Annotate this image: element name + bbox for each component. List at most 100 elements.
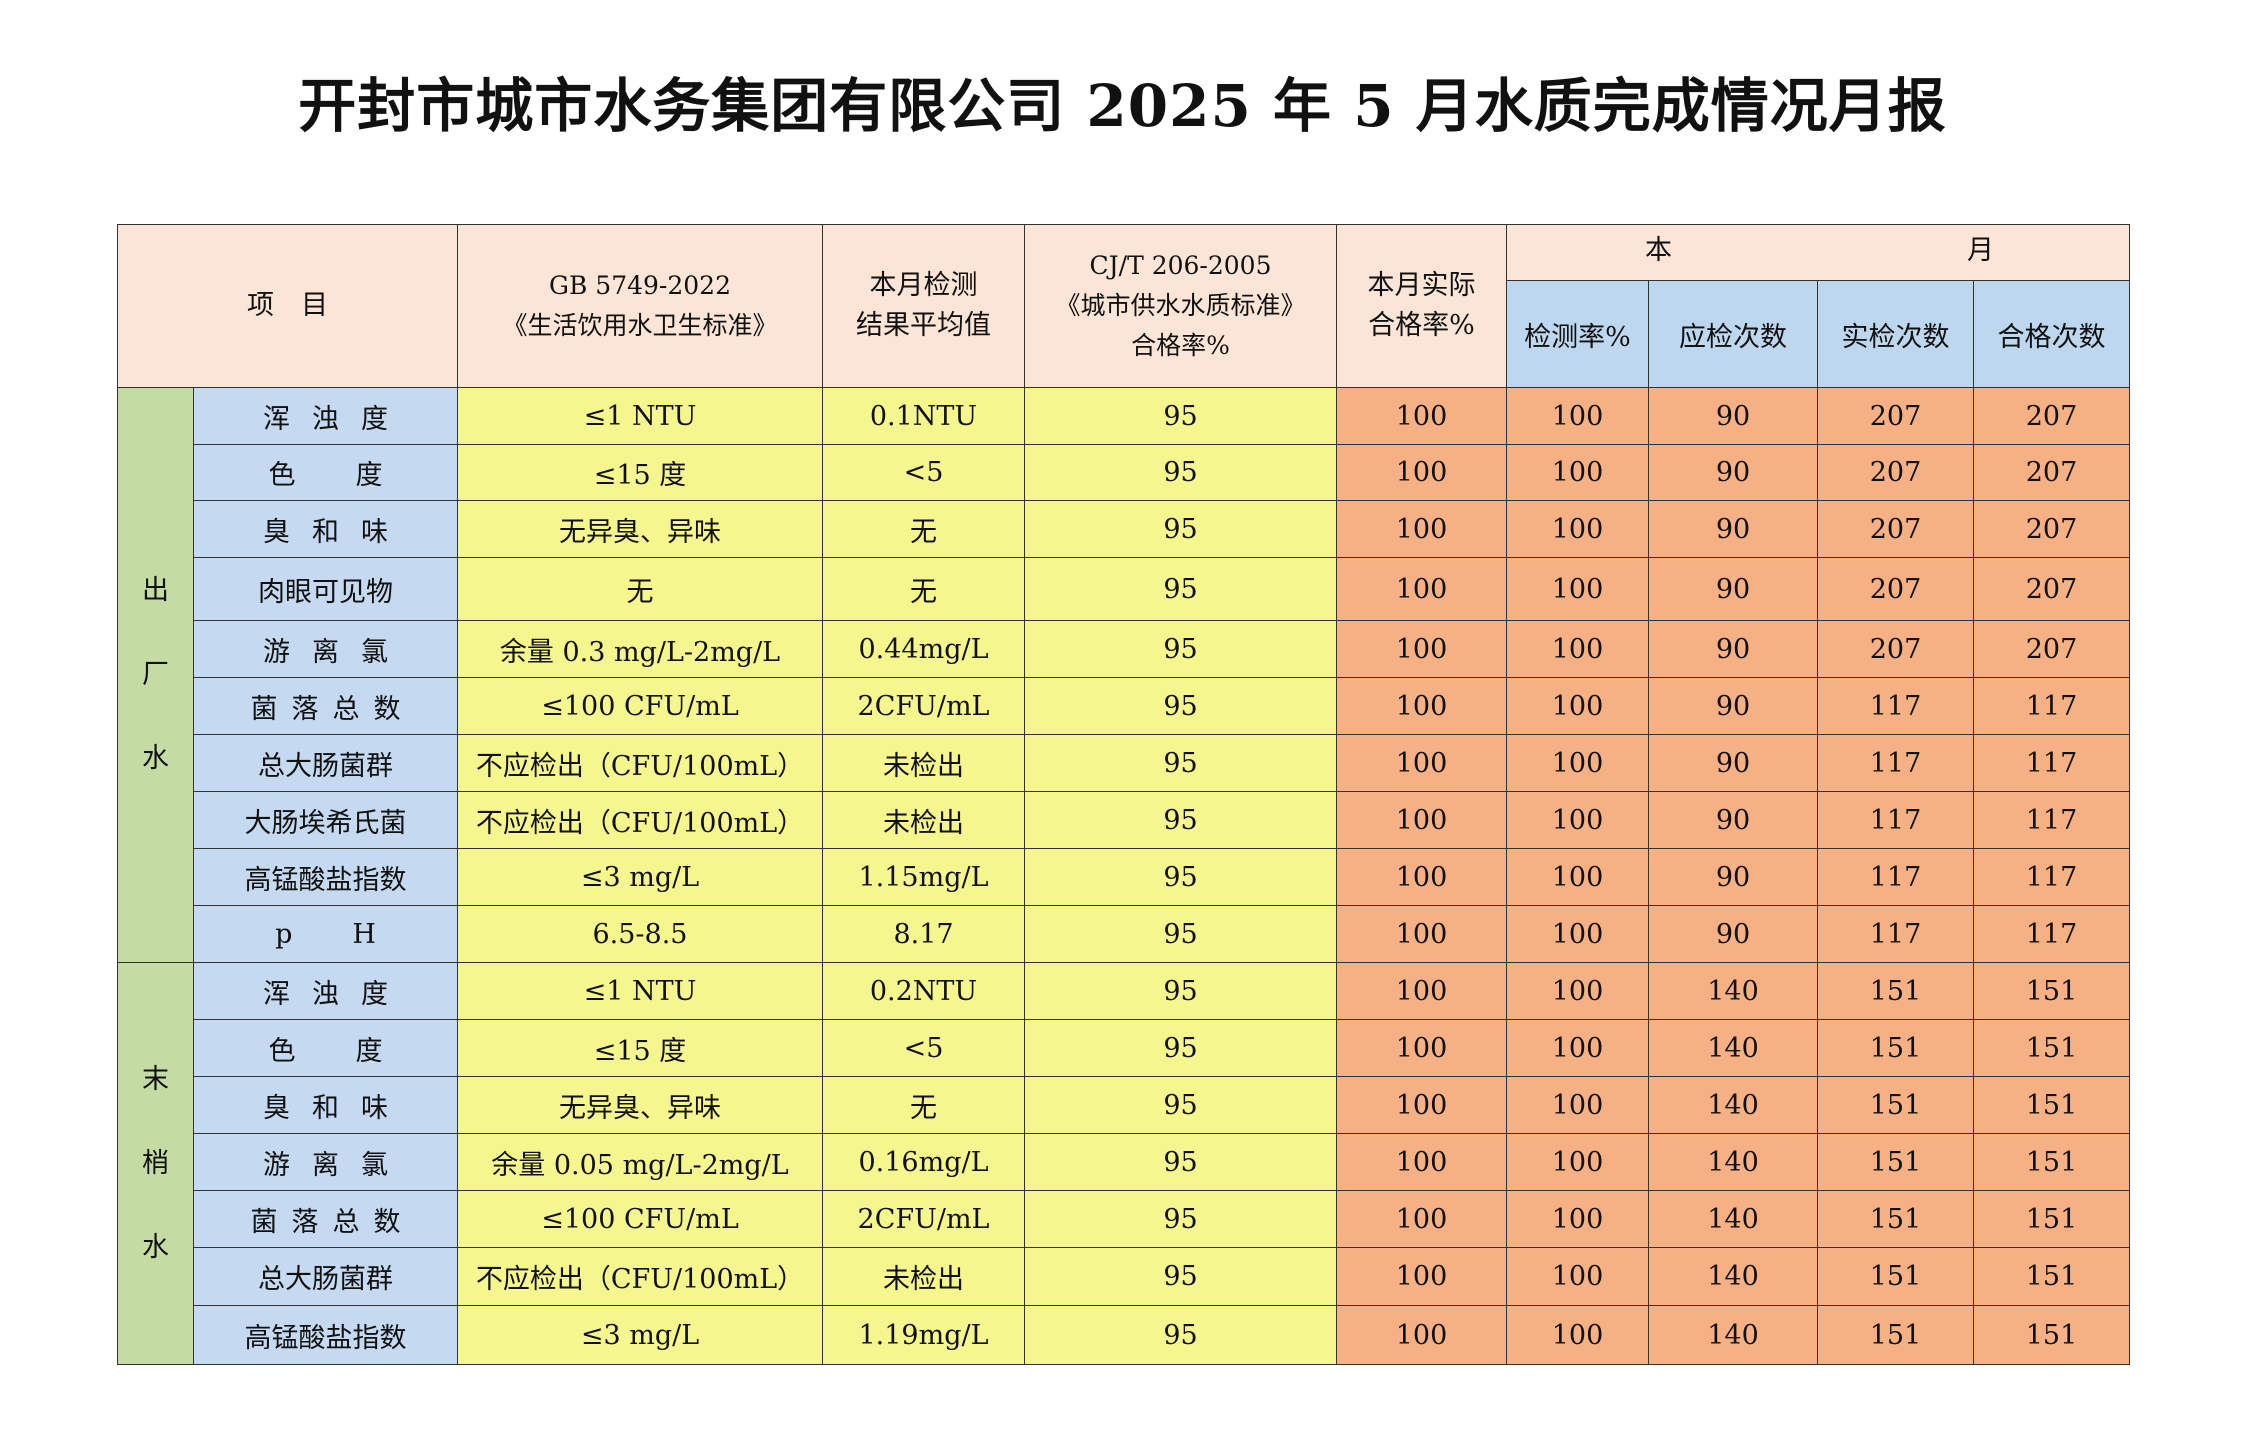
gb-standard-value: ≤100 CFU/mL [457,1190,823,1248]
table-row: 菌落总数 ≤100 CFU/mL 2CFU/mL 95 100 100 90 117 117 [118,677,2130,735]
cjt-pass-rate-value: 95 [1024,734,1337,792]
required-count-value: 90 [1648,677,1818,735]
table-row: 菌落总数 ≤100 CFU/mL 2CFU/mL 95 100 100 140 151 151 [118,1190,2130,1248]
actual-pass-rate-value: 100 [1336,734,1507,792]
table-row: 色度 ≤15 度 <5 95 100 100 140 151 151 [118,1019,2130,1077]
indicator-name: 高锰酸盐指数 [193,848,458,906]
table-row: 肉眼可见物无无 95 100 100 90 207 207 [118,557,2130,621]
monthly-average-value: 8.17 [822,905,1025,963]
pass-count-value: 207 [1973,387,2130,445]
table-row: 游离氯 余量 0.05 mg/L-2mg/L 0.16mg/L 95 100 100 140… [118,1133,2130,1191]
detect-rate-value: 100 [1506,791,1649,849]
pass-count-value: 117 [1973,848,2130,906]
actual-pass-rate-value: 100 [1336,557,1507,621]
detect-rate-value: 100 [1506,557,1649,621]
detect-rate-value: 100 [1506,905,1649,963]
indicator-name: 色度 [193,444,458,501]
gb-standard-value: ≤3 mg/L [457,1305,823,1365]
actual-pass-rate-value: 100 [1336,1133,1507,1191]
header-pass-count: 合格次数 [1973,280,2130,388]
header-required-count: 应检次数 [1648,280,1818,388]
actual-count-value: 117 [1817,848,1974,906]
pass-count-value: 151 [1973,1247,2130,1306]
actual-pass-rate-value: 100 [1336,677,1507,735]
required-count-value: 140 [1648,1247,1818,1306]
required-count-value: 90 [1648,387,1818,445]
detect-rate-value: 100 [1506,1190,1649,1248]
cjt-pass-rate-value: 95 [1024,1076,1337,1134]
pass-count-value: 117 [1973,791,2130,849]
actual-count-value: 207 [1817,500,1974,558]
actual-count-value: 151 [1817,962,1974,1020]
gb-standard-value: 余量 0.05 mg/L-2mg/L [457,1133,823,1191]
cjt-pass-rate-value: 95 [1024,1019,1337,1077]
pass-count-value: 151 [1973,1019,2130,1077]
cjt-pass-rate-value: 95 [1024,1190,1337,1248]
pass-count-value: 151 [1973,962,2130,1020]
actual-pass-rate-value: 100 [1336,1076,1507,1134]
monthly-average-value: 0.16mg/L [822,1133,1025,1191]
pass-count-value: 151 [1973,1305,2130,1365]
gb-standard-value: 不应检出（CFU/100mL） [457,1247,823,1306]
cjt-pass-rate-value: 95 [1024,791,1337,849]
pass-count-value: 207 [1973,500,2130,558]
actual-pass-rate-value: 100 [1336,1190,1507,1248]
cjt-pass-rate-value: 95 [1024,444,1337,501]
page-title: 开封市城市水务集团有限公司 2025 年 5 月水质完成情况月报 [298,72,1947,140]
actual-count-value: 207 [1817,557,1974,621]
pass-count-value: 151 [1973,1133,2130,1191]
gb-standard-value: 无异臭、异味 [457,500,823,558]
detect-rate-value: 100 [1506,962,1649,1020]
cjt-pass-rate-value: 95 [1024,962,1337,1020]
detect-rate-value: 100 [1506,444,1649,501]
required-count-value: 90 [1648,557,1818,621]
gb-standard-value: 不应检出（CFU/100mL） [457,791,823,849]
pass-count-value: 207 [1973,620,2130,678]
table-row: 高锰酸盐指数 ≤3 mg/L 1.19mg/L 95 100 100 140 151 151 [118,1305,2130,1365]
actual-count-value: 151 [1817,1076,1974,1134]
required-count-value: 90 [1648,848,1818,906]
gb-standard-value: ≤100 CFU/mL [457,677,823,735]
detect-rate-value: 100 [1506,1076,1649,1134]
actual-pass-rate-value: 100 [1336,1305,1507,1365]
actual-pass-rate-value: 100 [1336,620,1507,678]
indicator-name: pH [193,905,458,963]
header-gb-standard: GB 5749-2022 《生活饮用水卫生标准》 [457,224,823,388]
actual-count-value: 207 [1817,620,1974,678]
monthly-average-value: 无 [822,557,1025,621]
detect-rate-value: 100 [1506,677,1649,735]
indicator-name: 大肠埃希氏菌 [193,791,458,849]
table-row: 总大肠菌群 不应检出（CFU/100mL） 未检出 95 100 100 140 151 151 [118,1247,2130,1306]
actual-pass-rate-value: 100 [1336,500,1507,558]
cjt-pass-rate-value: 95 [1024,1133,1337,1191]
gb-standard-value: 不应检出（CFU/100mL） [457,734,823,792]
indicator-name: 臭和味 [193,1076,458,1134]
table-row: pH 6.5-8.5 8.17 95 100 100 90 117 117 [118,905,2130,963]
actual-pass-rate-value: 100 [1336,1019,1507,1077]
gb-standard-value: 余量 0.3 mg/L-2mg/L [457,620,823,678]
water-quality-table: 项 目 GB 5749-2022 《生活饮用水卫生标准》 本月检测 结果平均值 … [117,224,2130,1365]
indicator-name: 菌落总数 [193,677,458,735]
cjt-pass-rate-value: 95 [1024,500,1337,558]
monthly-average-value: <5 [822,444,1025,501]
actual-count-value: 117 [1817,905,1974,963]
header-detect-rate: 检测率% [1506,280,1649,388]
detect-rate-value: 100 [1506,1133,1649,1191]
required-count-value: 90 [1648,444,1818,501]
header-gb-title: 《生活饮用水卫生标准》 [502,311,778,340]
monthly-average-value: 0.1NTU [822,387,1025,445]
detect-rate-value: 100 [1506,848,1649,906]
detect-rate-value: 100 [1506,1019,1649,1077]
header-cjt-standard: CJ/T 206-2005 《城市供水水质标准》 合格率% [1024,224,1337,388]
actual-count-value: 207 [1817,444,1974,501]
monthly-average-value: 0.2NTU [822,962,1025,1020]
required-count-value: 140 [1648,1076,1818,1134]
header-this-month: 本 月 [1506,224,2130,281]
gb-standard-value: ≤15 度 [457,444,823,501]
cjt-pass-rate-value: 95 [1024,387,1337,445]
cjt-pass-rate-value: 95 [1024,905,1337,963]
required-count-value: 90 [1648,791,1818,849]
pass-count-value: 117 [1973,677,2130,735]
actual-count-value: 151 [1817,1305,1974,1365]
pass-count-value: 207 [1973,557,2130,621]
